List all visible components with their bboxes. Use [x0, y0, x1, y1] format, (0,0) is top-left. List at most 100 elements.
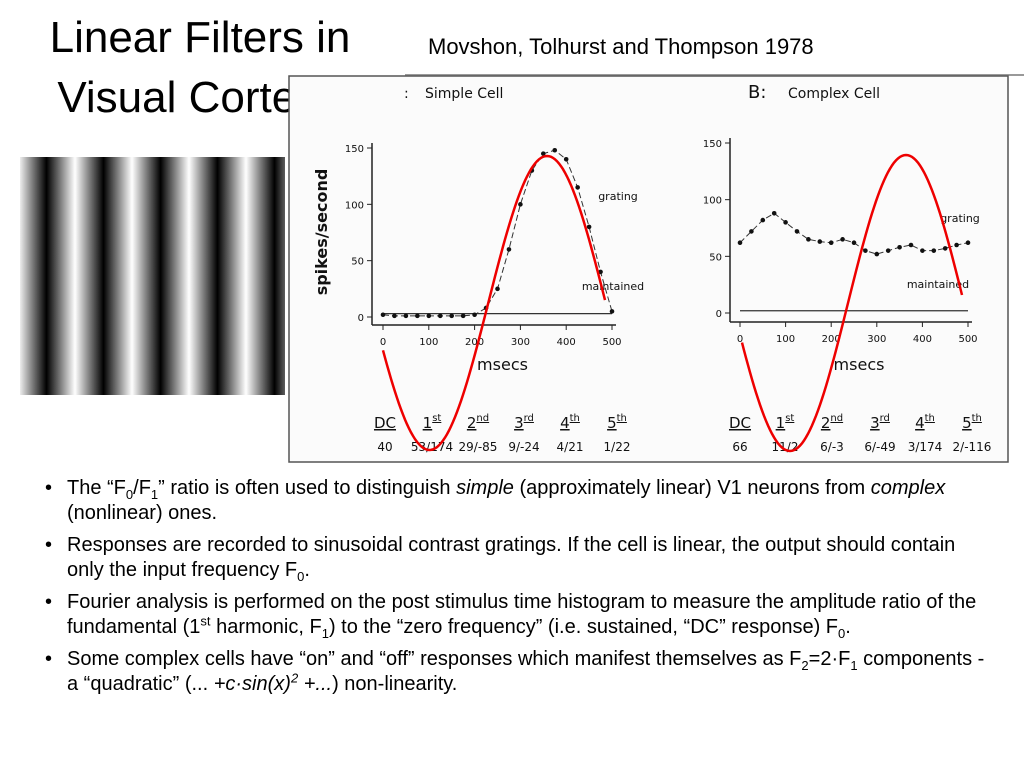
- harmonic-ratio: 6/-3: [820, 440, 844, 454]
- response-point: [552, 147, 558, 153]
- harmonic-ratio: 29/-85: [459, 440, 498, 454]
- y-tick-label: 100: [345, 200, 364, 211]
- maintained-note: maintained: [582, 280, 644, 293]
- response-point: [806, 237, 811, 242]
- divider: [405, 74, 1024, 76]
- figure-frame: [288, 75, 1009, 463]
- response-point: [598, 269, 603, 275]
- harmonic-ratio: 40: [377, 440, 392, 454]
- subscript: 2: [801, 658, 809, 673]
- harmonic-ratio: 4/21: [557, 440, 584, 454]
- response-point: [426, 313, 432, 319]
- response-point: [415, 313, 420, 319]
- harmonic-suffix: st: [432, 413, 441, 424]
- y-tick-label: 150: [345, 144, 364, 155]
- y-tick-label: 0: [358, 313, 364, 324]
- harmonic-label: 2nd: [821, 413, 843, 432]
- harmonic-suffix: th: [972, 413, 982, 424]
- panel-letter: :: [404, 86, 409, 102]
- response-point: [449, 313, 455, 319]
- response-point: [586, 224, 592, 230]
- harmonic-suffix: nd: [476, 413, 489, 424]
- response-point: [472, 312, 477, 318]
- x-tick-label: 500: [602, 337, 621, 348]
- harmonic-suffix: st: [785, 413, 794, 424]
- harmonic-label: DC: [729, 414, 751, 432]
- response-point: [954, 242, 959, 248]
- x-axis-label: msecs: [477, 355, 528, 374]
- harmonic-label: 1st: [423, 413, 442, 432]
- harmonic-ratio: 66: [732, 440, 747, 454]
- harmonic-label: DC: [374, 414, 396, 432]
- response-point: [575, 185, 580, 190]
- bullet: Some complex cells have “on” and “off” r…: [45, 647, 995, 697]
- response-point: [437, 313, 443, 319]
- harmonic-number: DC: [729, 414, 751, 432]
- y-tick-label: 100: [703, 196, 722, 207]
- x-tick-label: 200: [822, 334, 841, 345]
- y-axis-label: spikes/second: [312, 169, 331, 296]
- x-tick-label: 400: [913, 334, 932, 345]
- text: ” ratio is often used to distinguish: [158, 477, 457, 499]
- text: The “F: [67, 477, 126, 499]
- response-point: [563, 156, 569, 162]
- x-tick-label: 100: [419, 337, 438, 348]
- superscript: st: [200, 613, 211, 629]
- text: (approximately linear) V1 neurons from: [513, 477, 871, 499]
- bullet-list: The “F0/F1” ratio is often used to disti…: [45, 476, 995, 704]
- x-tick-label: 0: [737, 334, 743, 345]
- harmonic-label: 5th: [607, 413, 627, 432]
- bullet: The “F0/F1” ratio is often used to disti…: [45, 476, 995, 526]
- harmonic-ratio: 6/-49: [864, 440, 895, 454]
- harmonic-number: 5: [607, 414, 617, 432]
- x-tick-label: 300: [511, 337, 530, 348]
- x-tick-label: 500: [958, 334, 977, 345]
- citation: Movshon, Tolhurst and Thompson 1978: [428, 34, 814, 59]
- panel-letter: B:: [748, 82, 766, 103]
- text: =2·F: [808, 648, 851, 670]
- harmonic-suffix: th: [570, 413, 580, 424]
- response-point: [460, 313, 466, 319]
- harmonic-suffix: th: [925, 413, 935, 424]
- harmonic-label: 4th: [560, 413, 580, 432]
- response-point: [874, 251, 880, 257]
- response-point: [380, 312, 386, 318]
- harmonic-number: 1: [776, 414, 786, 432]
- harmonic-label: 3rd: [514, 413, 534, 432]
- text: Some complex cells have “on” and “off” r…: [67, 648, 802, 670]
- x-tick-label: 400: [557, 337, 576, 348]
- harmonic-ratio: 11/2: [772, 440, 799, 454]
- harmonic-label: 3rd: [870, 413, 890, 432]
- harmonic-ratio: 3/174: [908, 440, 943, 454]
- response-point: [885, 248, 891, 253]
- text: .: [304, 559, 310, 581]
- response-point: [609, 309, 615, 314]
- harmonic-label: 5th: [962, 413, 982, 432]
- response-point: [942, 246, 948, 251]
- x-tick-label: 200: [465, 337, 484, 348]
- harmonic-number: 4: [915, 414, 925, 432]
- harmonic-number: 2: [467, 414, 477, 432]
- harmonic-number: 2: [821, 414, 831, 432]
- response-point: [737, 240, 743, 246]
- harmonic-number: 3: [514, 414, 524, 432]
- text: (nonlinear) ones.: [67, 502, 218, 524]
- sinusoid-overlay: [381, 154, 607, 452]
- y-tick-label: 50: [351, 257, 364, 268]
- subscript: 0: [838, 626, 846, 641]
- response-point: [392, 313, 397, 319]
- text: /F: [133, 477, 151, 499]
- response-point: [931, 248, 937, 253]
- harmonic-number: 3: [870, 414, 880, 432]
- panel-title: Simple Cell: [425, 86, 503, 102]
- grating-note: grating: [598, 190, 638, 203]
- panel-title: Complex Cell: [788, 86, 880, 102]
- italic-text: complex: [870, 477, 946, 499]
- harmonic-ratio: 2/-116: [953, 440, 992, 454]
- harmonic-number: 4: [560, 414, 570, 432]
- title-line: Linear Filters in: [49, 13, 351, 62]
- harmonic-number: 5: [962, 414, 972, 432]
- maintained-note: maintained: [907, 278, 969, 291]
